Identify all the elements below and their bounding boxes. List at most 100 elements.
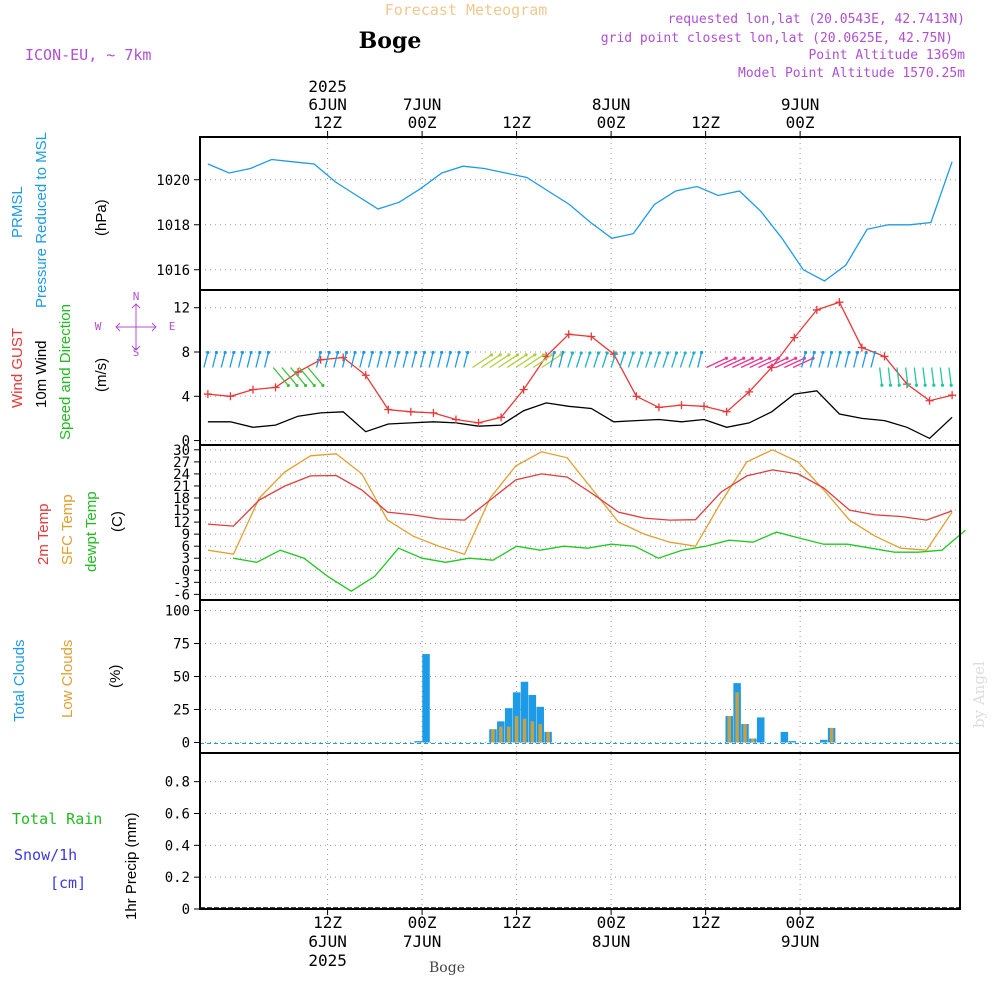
wind-gust-marker — [497, 413, 506, 422]
wind-direction-arrow — [402, 352, 408, 368]
wind-frame — [199, 289, 961, 446]
wind-direction-arrowhead — [847, 350, 851, 355]
wind-direction-arrow — [419, 352, 425, 368]
wind-gust-marker — [519, 385, 528, 394]
temp2m-title: 2m Temp — [35, 504, 52, 565]
temperature-ytick-label: 3 — [182, 551, 190, 567]
wind-direction-arrowhead — [249, 350, 253, 355]
wind-direction-arrowhead — [362, 350, 366, 355]
temperature-ytick-label: 12 — [173, 515, 190, 531]
wind-direction-arrow — [809, 352, 815, 368]
total-cloud-bar — [756, 717, 765, 743]
compass-north: N — [133, 290, 140, 303]
wind-gust-marker — [248, 385, 257, 394]
wind-gust-marker — [835, 298, 844, 307]
temperature-ytick-label: 6 — [182, 539, 190, 555]
x-top-label: 9JUN — [781, 95, 820, 114]
wind-direction-arrow — [255, 352, 261, 368]
wind-direction-arrowhead — [379, 350, 383, 355]
wind-direction-arrowhead — [321, 383, 325, 388]
wind-ytick-label: 8 — [182, 345, 190, 361]
wind-direction-arrowhead — [507, 353, 511, 357]
wind-direction-arrow — [601, 352, 608, 368]
x-top-label: 12Z — [691, 113, 720, 132]
temperature-ytick-label: -6 — [173, 587, 190, 603]
clouds-ytick-label: 50 — [173, 670, 190, 686]
wind-direction-arrowhead — [812, 350, 816, 355]
wind-gust-marker — [339, 353, 348, 362]
wind-direction-arrowhead — [897, 383, 901, 387]
precip-ytick-label: 0 — [182, 902, 190, 918]
wind-direction-arrow — [411, 352, 417, 368]
pressure-prmsl-line — [207, 158, 953, 282]
x-bottom-label: 00Z — [597, 913, 626, 932]
low-cloud-bar — [499, 726, 503, 743]
wind-gust-marker — [361, 371, 370, 380]
wind-direction-arrow — [463, 352, 469, 368]
wind-direction-arrowhead — [258, 350, 262, 355]
wind-direction-arrow — [272, 367, 289, 386]
snow-unit: [cm] — [50, 874, 86, 892]
wind-direction-arrow — [376, 352, 382, 368]
wind-direction-arrow — [341, 352, 348, 368]
wind-direction-arrowhead — [370, 350, 374, 355]
wind-direction-arrowhead — [588, 351, 592, 355]
wind-direction-arrowhead — [405, 350, 409, 355]
wind-gust-marker — [294, 367, 303, 376]
wind-direction-arrow — [593, 352, 600, 368]
wind-ytick-label: 12 — [173, 301, 190, 317]
wind-direction-arrowhead — [596, 351, 601, 355]
wind-direction-arrow — [532, 354, 553, 369]
wind-direction-arrowhead — [733, 356, 737, 360]
wind-gust-marker — [790, 333, 799, 342]
footer-location: Boge — [429, 960, 465, 976]
total-cloud-bar — [414, 741, 422, 743]
low-cloud-bar — [727, 716, 731, 743]
wind-direction-arrowhead — [388, 350, 392, 355]
wind-direction-arrow — [627, 352, 634, 368]
wind-direction-arrow — [298, 367, 315, 386]
wind-direction-arrow — [861, 352, 867, 368]
wind-direction-arrow — [324, 352, 330, 368]
low-cloud-bar — [506, 726, 511, 743]
wind-direction-arrow — [645, 352, 652, 368]
wind-gust-marker — [429, 408, 438, 417]
temperature-ytick-label: 18 — [173, 491, 190, 507]
wind-direction-arrow — [887, 367, 892, 386]
compass-rose: N S W E — [95, 290, 176, 359]
clouds-ytick-label: 25 — [173, 702, 190, 718]
wind-direction-arrow — [619, 352, 626, 368]
wind-direction-arrow — [905, 367, 909, 386]
wind-direction-arrowhead — [318, 350, 322, 355]
wind-dir-title: Speed and Direction — [57, 304, 74, 440]
wind-direction-arrow — [653, 352, 660, 368]
wind-direction-arrowhead — [353, 350, 357, 355]
x-bottom-label: 12Z — [313, 913, 342, 932]
wind-direction-arrowhead — [286, 383, 290, 388]
gust-title: Wind GUST — [9, 328, 26, 408]
wind-direction-arrowhead — [692, 351, 696, 355]
pressure-title-2: Pressure Reduced to MSL — [33, 132, 50, 308]
wind-direction-arrow — [784, 357, 805, 369]
total-cloud-bar — [528, 694, 537, 743]
temperature-sfc-line — [207, 449, 953, 555]
x-bottom-label: 12Z — [691, 913, 720, 932]
low-cloud-bar — [829, 727, 834, 743]
wind-gust-marker — [474, 418, 483, 427]
wind-direction-arrowhead — [579, 351, 583, 355]
wind-direction-arrow — [315, 352, 322, 368]
temperature-temp2m-line — [207, 469, 953, 527]
wind-direction-arrowhead — [336, 350, 340, 355]
x-top-label: 00Z — [408, 113, 437, 132]
wind-direction-arrow — [775, 357, 796, 369]
pressure-unit: (hPa) — [93, 199, 110, 236]
compass-east: E — [169, 320, 176, 333]
wind-direction-arrow — [350, 352, 356, 368]
wind-direction-arrowhead — [206, 350, 210, 355]
axis-layer: 10161018102004812-6-30369121518212427300… — [156, 77, 961, 970]
wind-unit: (m/s) — [93, 358, 110, 392]
dewpt-title: dewpt Temp — [83, 491, 100, 572]
wind-gust-marker — [654, 403, 663, 412]
wind-gust-marker — [677, 401, 686, 410]
x-top-label: 12Z — [313, 113, 342, 132]
